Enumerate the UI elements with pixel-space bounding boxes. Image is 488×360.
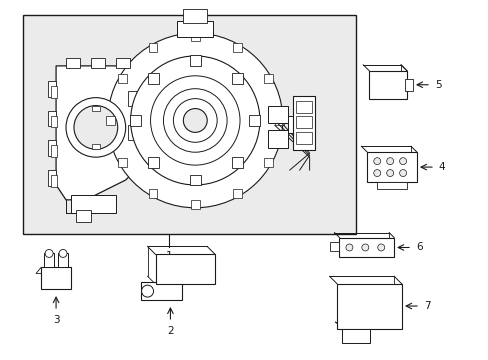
Circle shape [142,285,153,297]
Circle shape [66,98,125,157]
Bar [267,130,287,148]
Circle shape [345,244,352,251]
Bar [23,15,356,234]
Bar [231,73,243,84]
Bar [130,115,141,126]
Bar [183,9,207,23]
Bar [127,125,137,140]
Bar [92,105,100,111]
Bar [51,86,57,98]
Bar [249,115,260,126]
Bar [44,253,54,267]
Circle shape [163,89,226,152]
Bar [51,145,57,157]
Bar [295,100,311,113]
Bar [92,144,100,149]
Bar [233,189,242,198]
Text: 6: 6 [415,243,422,252]
Bar [51,116,57,127]
Bar [292,96,314,150]
Text: 3: 3 [53,315,59,325]
Bar [76,210,91,222]
Bar [264,74,272,83]
Polygon shape [155,255,215,284]
Circle shape [107,33,282,208]
Bar [190,32,199,41]
Bar [71,195,116,213]
Circle shape [74,105,118,149]
Bar [329,242,339,251]
Circle shape [377,244,384,251]
Bar [267,105,287,123]
Bar [148,43,157,52]
Bar [51,175,57,187]
Bar [190,201,199,209]
Circle shape [373,170,380,176]
Bar [376,182,406,189]
Circle shape [373,158,380,165]
Circle shape [150,76,240,165]
Circle shape [183,109,207,132]
Polygon shape [56,66,135,200]
Bar [58,253,68,267]
Bar [295,117,311,129]
Circle shape [59,249,67,257]
Circle shape [386,158,393,165]
Bar [106,116,115,125]
Text: 2: 2 [167,326,173,336]
Text: 7: 7 [423,301,430,311]
Bar [41,267,71,289]
Bar [189,55,201,66]
Bar [404,79,412,91]
Bar [147,157,158,168]
Text: 4: 4 [438,162,445,172]
Circle shape [386,170,393,176]
Bar [91,58,104,68]
Bar [368,71,406,99]
Bar [127,91,137,105]
Bar [189,175,201,185]
Circle shape [45,249,53,257]
Bar [141,282,182,300]
Bar [48,111,56,126]
Bar [148,189,157,198]
Bar [366,152,416,182]
Bar [118,158,126,167]
Bar [231,157,243,168]
Bar [116,58,129,68]
Circle shape [173,99,217,142]
Bar [337,284,401,329]
Bar [339,238,393,257]
Bar [66,58,80,68]
Bar [275,116,284,125]
Circle shape [361,244,368,251]
Bar [48,170,56,186]
Circle shape [399,158,406,165]
Bar [48,140,56,156]
Text: 5: 5 [434,80,441,90]
Circle shape [399,170,406,176]
Bar [48,81,56,96]
Bar [295,132,311,144]
Bar [287,116,307,133]
Circle shape [130,56,260,185]
Bar [177,21,213,37]
Bar [342,329,369,343]
Text: 1: 1 [165,251,173,261]
Bar [264,158,272,167]
Bar [118,74,126,83]
Bar [147,73,158,84]
Bar [233,43,242,52]
